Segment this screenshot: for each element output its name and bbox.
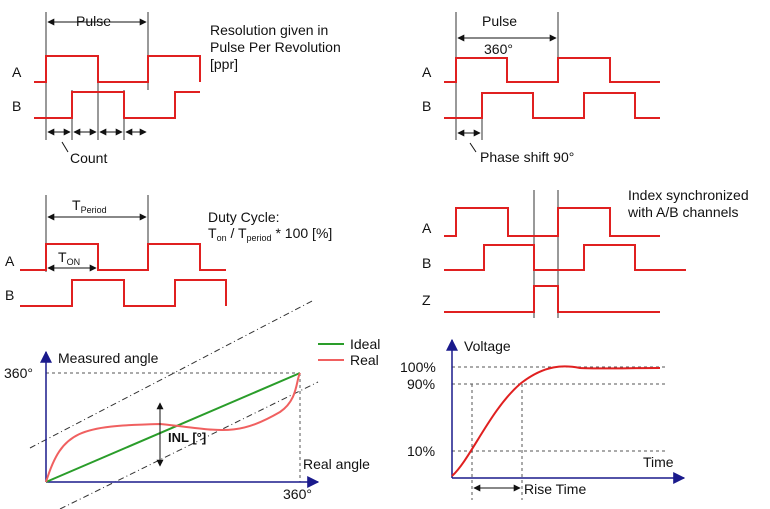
index-description-2: with A/B channels [627, 204, 739, 220]
index-channel-panel: Index synchronized with A/B channels A B… [422, 187, 749, 318]
legend-real-label: Real [350, 352, 379, 368]
duty-cycle-panel: TPeriod Duty Cycle: Ton / Tperiod * 100 … [5, 195, 332, 307]
ton-label: TON [58, 249, 80, 267]
channel-b-label: B [5, 287, 14, 303]
channel-a-waveform [444, 57, 660, 83]
index-description-1: Index synchronized [628, 187, 749, 203]
x-axis-label: Time [643, 454, 674, 470]
channel-b-waveform [34, 91, 200, 119]
channel-b-label: B [422, 98, 431, 114]
phase-pointer [469, 142, 477, 153]
tick-10: 10% [407, 443, 435, 459]
channel-a-label: A [12, 64, 22, 80]
rise-time-panel: Voltage 100% 90% 10% Time Rise Time [400, 338, 686, 500]
inl-upper-bound [29, 299, 315, 449]
channel-z-label: Z [422, 292, 431, 308]
inl-lower-bound [59, 381, 319, 509]
period-label: TPeriod [72, 197, 107, 215]
phase-shift-label: Phase shift 90° [480, 149, 574, 165]
channel-a-label: A [422, 220, 432, 236]
channel-b-label: B [12, 98, 21, 114]
tick-100: 100% [400, 359, 436, 375]
duty-cycle-title: Duty Cycle: [208, 209, 280, 225]
ideal-curve [45, 372, 301, 483]
inl-panel: Measured angle 360° Real angle 360° INL … [4, 299, 380, 509]
channel-b-label: B [422, 255, 431, 271]
channel-b-waveform [444, 92, 660, 119]
pulse-label: Pulse [482, 13, 517, 29]
count-pointer [61, 141, 69, 153]
rise-curve [451, 365, 661, 477]
inl-label: INL [°] [168, 430, 206, 445]
y-axis-label: Voltage [464, 338, 511, 354]
real-curve [45, 372, 301, 483]
rise-time-label: Rise Time [524, 481, 586, 497]
resolution-text-1: Resolution given in [210, 22, 328, 38]
y-tick-360: 360° [4, 365, 33, 381]
channel-a-label: A [422, 64, 432, 80]
duty-cycle-formula: Ton / Tperiod * 100 [%] [208, 225, 332, 243]
channel-b-waveform [20, 279, 227, 307]
channel-a-label: A [5, 253, 15, 269]
phase-shift-panel: Pulse 360° A B Phase shift 90° [422, 12, 660, 165]
resolution-text-2: Pulse Per Revolution [210, 39, 341, 55]
pulse-label: Pulse [76, 13, 111, 29]
channel-a-waveform [444, 207, 660, 237]
y-axis-label: Measured angle [58, 350, 159, 366]
x-axis-label: Real angle [303, 456, 370, 472]
count-label: Count [70, 150, 107, 166]
tick-90: 90% [407, 376, 435, 392]
resolution-text-3: [ppr] [210, 56, 238, 72]
channel-z-waveform [444, 285, 660, 313]
channel-a-waveform [34, 55, 201, 83]
angle-label: 360° [484, 41, 513, 57]
x-tick-360: 360° [283, 486, 312, 502]
channel-a-waveform [20, 243, 226, 271]
channel-b-waveform [444, 244, 686, 271]
legend-ideal-label: Ideal [350, 336, 380, 352]
resolution-panel: Pulse Resolution given in Pulse Per Revo… [12, 12, 341, 166]
